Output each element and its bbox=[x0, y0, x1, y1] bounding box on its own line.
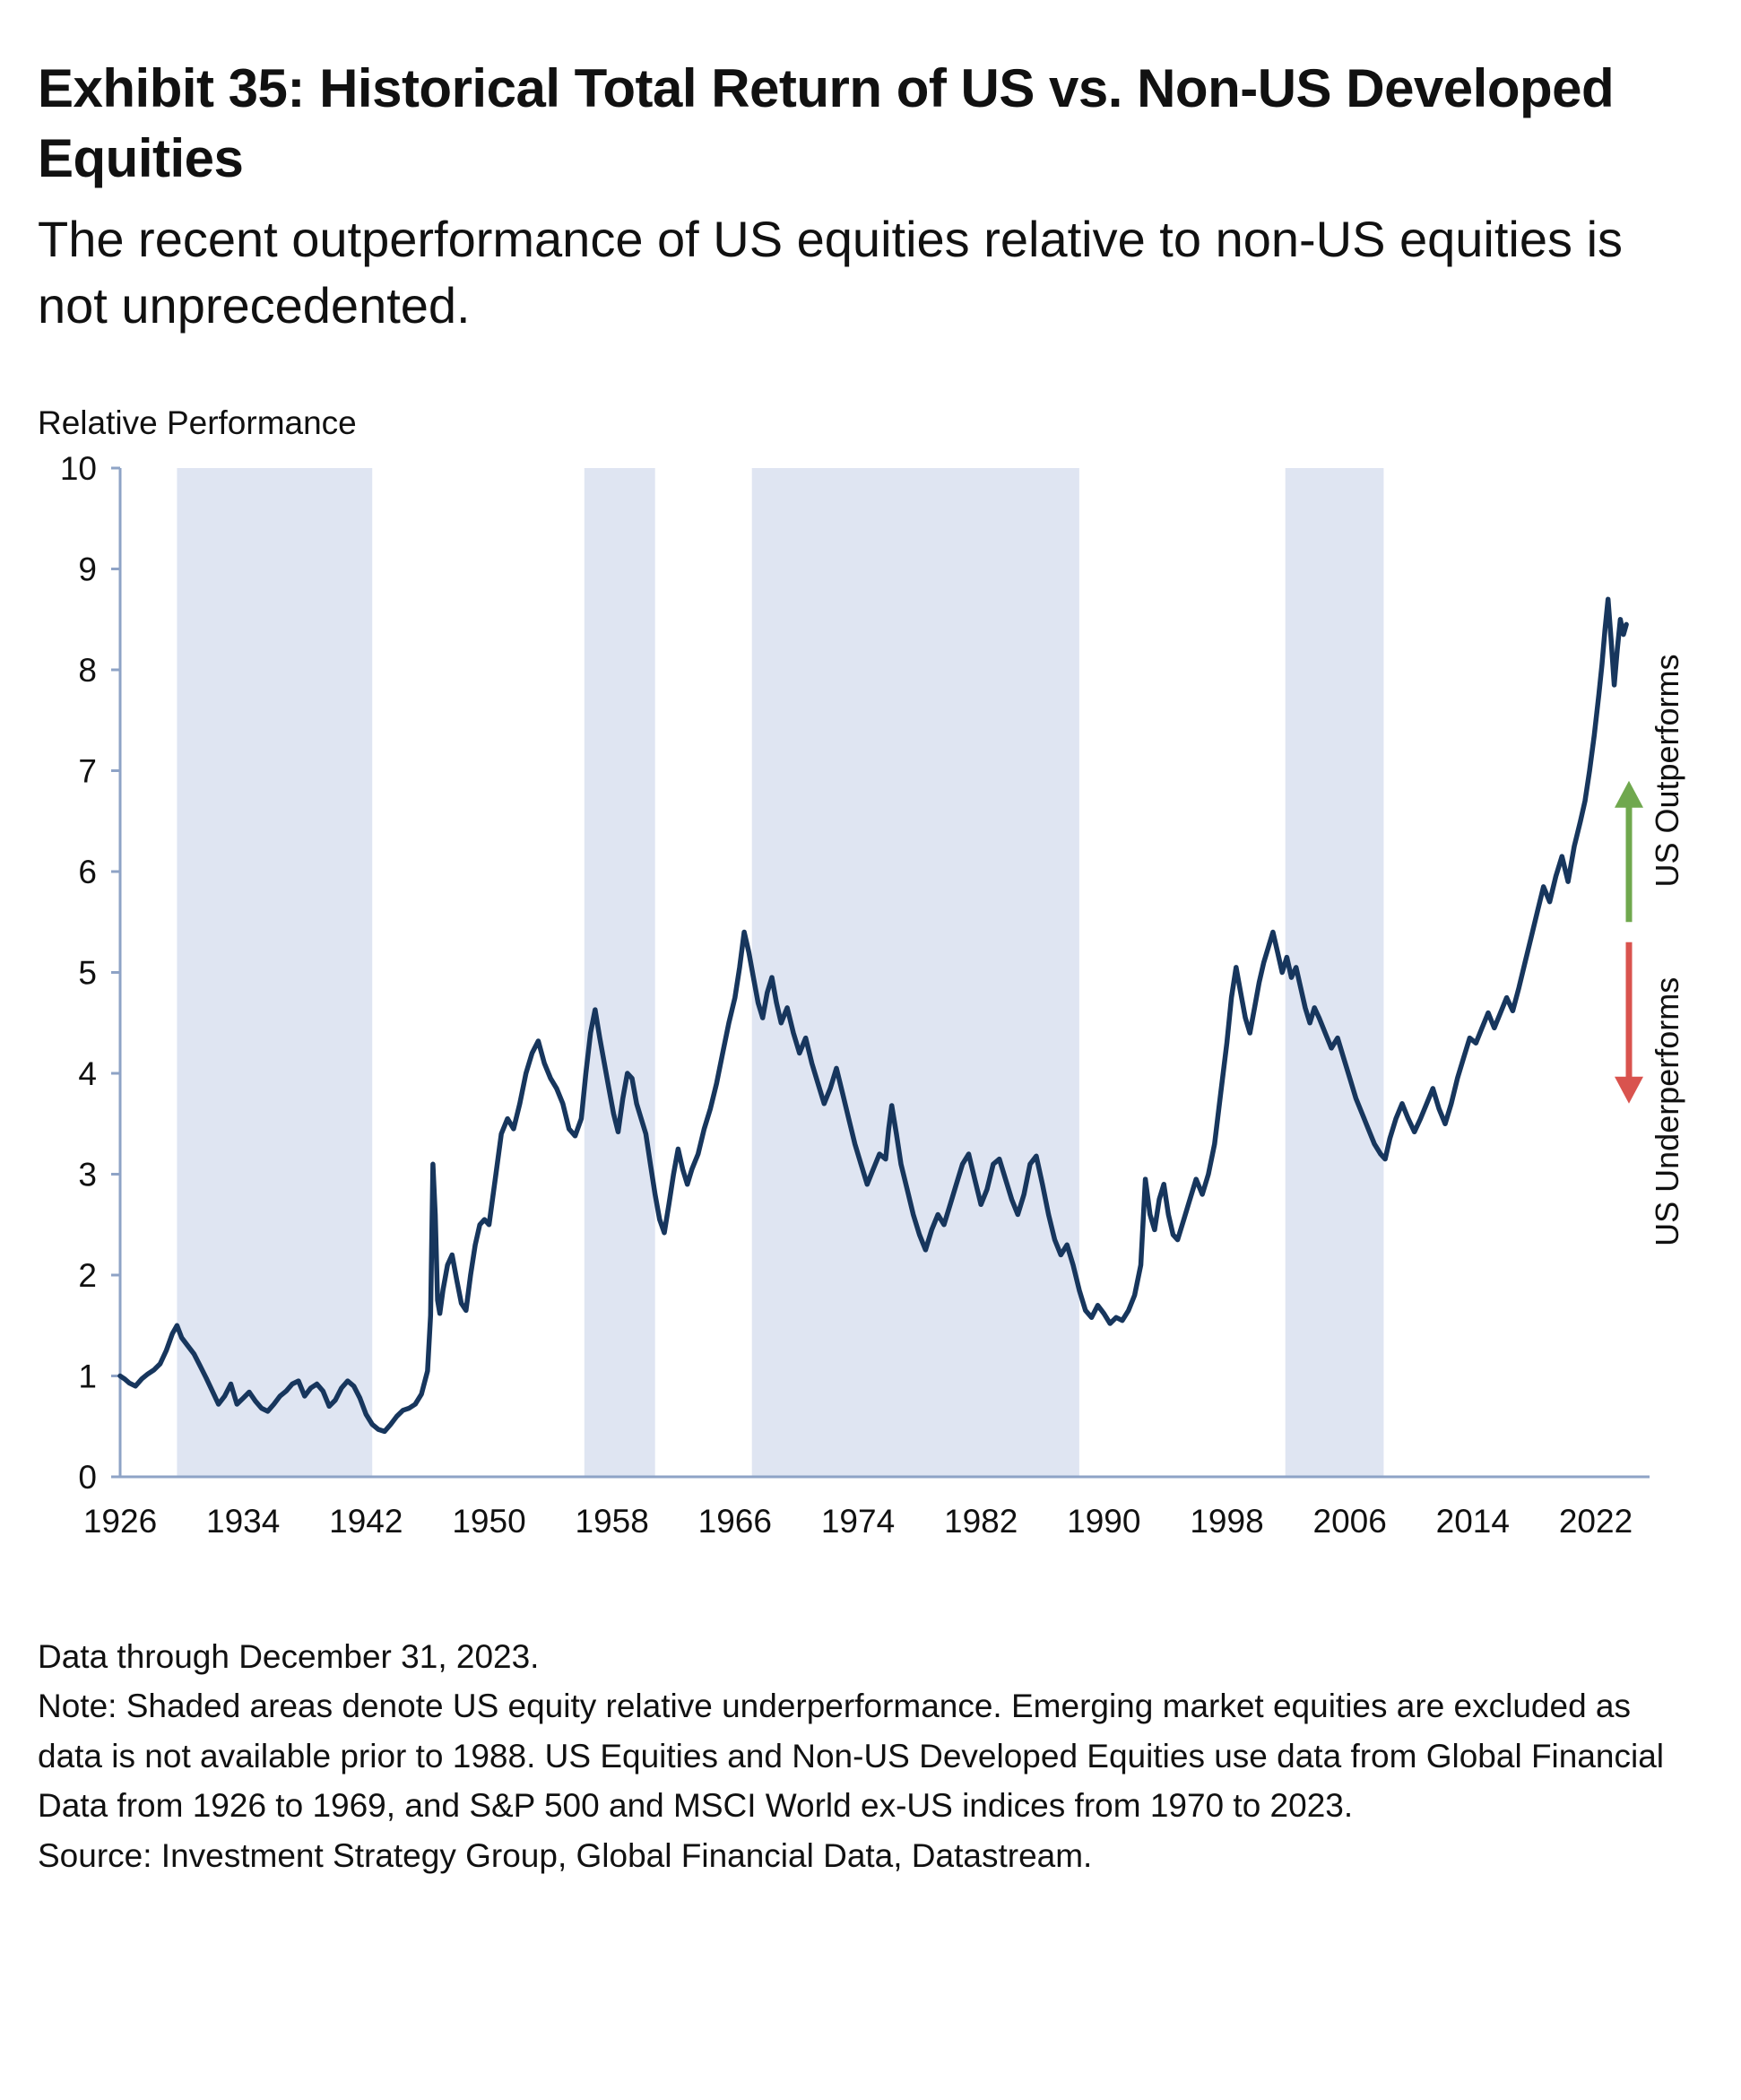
underperformance-band bbox=[751, 467, 1079, 1477]
footnotes: Data through December 31, 2023. Note: Sh… bbox=[38, 1632, 1701, 1881]
footnote-data-through: Data through December 31, 2023. bbox=[38, 1637, 540, 1675]
underperformance-band bbox=[1285, 467, 1384, 1477]
underperformance-band bbox=[177, 467, 373, 1477]
y-tick-label: 3 bbox=[78, 1156, 97, 1193]
x-tick-label: 1942 bbox=[329, 1503, 403, 1540]
x-tick-label: 2014 bbox=[1436, 1503, 1510, 1540]
footnote-note: Note: Shaded areas denote US equity rela… bbox=[38, 1688, 1665, 1825]
exhibit-title: Exhibit 35: Historical Total Return of U… bbox=[38, 58, 1615, 188]
y-tick-label: 9 bbox=[78, 551, 97, 587]
x-tick-label: 1926 bbox=[83, 1503, 157, 1540]
y-axis-title: Relative Performance bbox=[38, 404, 357, 441]
relative-performance-line bbox=[117, 596, 1629, 1435]
y-tick-label: 4 bbox=[78, 1055, 97, 1092]
x-tick-label: 1950 bbox=[452, 1503, 525, 1540]
x-tick-label: 1966 bbox=[698, 1503, 772, 1540]
exhibit-subtitle: The recent outperformance of US equities… bbox=[38, 211, 1624, 334]
x-tick-label: 1934 bbox=[206, 1503, 280, 1540]
footnote-source: Source: Investment Strategy Group, Globa… bbox=[38, 1836, 1093, 1874]
x-tick-label: 1990 bbox=[1067, 1503, 1140, 1540]
y-tick-label: 0 bbox=[78, 1459, 97, 1496]
y-tick-label: 10 bbox=[60, 455, 97, 487]
down-arrowhead-icon bbox=[1615, 1076, 1643, 1104]
up-arrowhead-icon bbox=[1615, 780, 1643, 808]
y-tick-label: 8 bbox=[78, 652, 97, 689]
y-tick-label: 2 bbox=[78, 1257, 97, 1294]
x-tick-label: 2022 bbox=[1559, 1503, 1633, 1540]
underperformance-band bbox=[584, 467, 655, 1477]
us-outperforms-label: US Outperforms bbox=[1649, 654, 1685, 887]
x-tick-label: 2006 bbox=[1313, 1503, 1387, 1540]
y-tick-label: 6 bbox=[78, 854, 97, 890]
relative-performance-chart: 0 1 2 3 4 5 6 7 8 9 10 1926 1934 1942 1950 1958 1966 1974… bbox=[60, 455, 1685, 1540]
x-tick-label: 1998 bbox=[1190, 1503, 1263, 1540]
us-underperforms-label: US Underperforms bbox=[1649, 977, 1685, 1246]
x-tick-label: 1974 bbox=[821, 1503, 895, 1540]
x-tick-label: 1982 bbox=[944, 1503, 1018, 1540]
y-tick-label: 7 bbox=[78, 752, 97, 789]
x-tick-label: 1958 bbox=[576, 1503, 649, 1540]
y-tick-label: 5 bbox=[78, 954, 97, 991]
y-tick-label: 1 bbox=[78, 1358, 97, 1394]
